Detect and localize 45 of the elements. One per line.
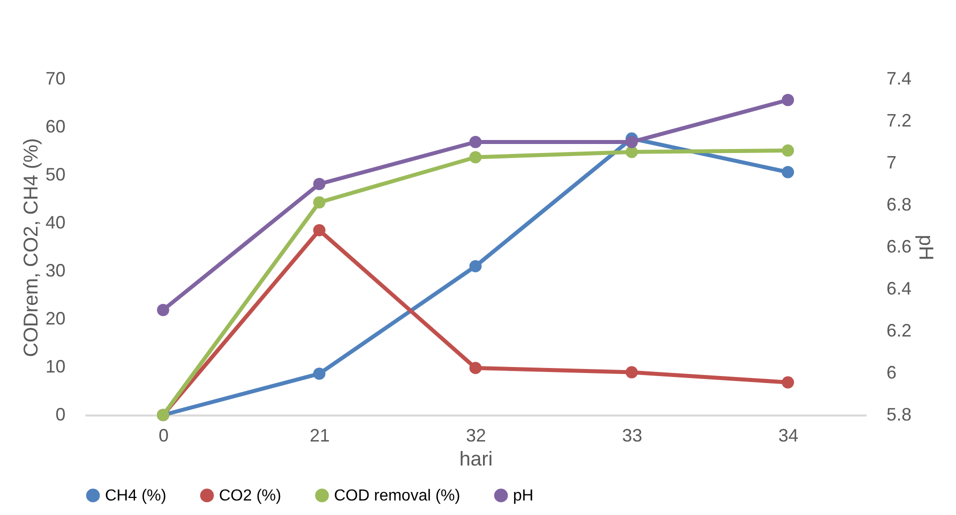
- point: [782, 94, 794, 106]
- point: [782, 166, 794, 178]
- point: [626, 136, 638, 148]
- y2-tick-label: 5.8: [886, 404, 912, 424]
- y-tick-label: 20: [45, 308, 66, 328]
- y-tick-label: 50: [45, 164, 66, 184]
- y-axis-title: CODrem, CO2, CH4 (%): [20, 138, 42, 357]
- x-tick-label: 33: [622, 426, 642, 446]
- y2-tick-label: 6.8: [886, 194, 912, 214]
- y-tick-label: 40: [45, 212, 66, 232]
- y2-tick-label: 6.6: [886, 236, 912, 256]
- y-tick-label: 10: [45, 356, 66, 376]
- legend-label: CO2 (%): [219, 487, 282, 504]
- point: [469, 151, 482, 164]
- point: [626, 146, 638, 158]
- y2-axis-title: pH: [914, 234, 937, 260]
- point: [782, 376, 794, 388]
- point: [313, 178, 326, 190]
- x-tick-label: 21: [310, 426, 330, 446]
- y2-tick-label: 6.4: [886, 278, 912, 298]
- point: [469, 362, 482, 374]
- point: [313, 196, 326, 208]
- point: [313, 368, 326, 380]
- y-tick-label: 60: [45, 116, 66, 136]
- x-tick-label: 34: [778, 426, 798, 446]
- y-tick-label: 0: [55, 404, 66, 424]
- y2-tick-label: 7: [886, 152, 897, 172]
- legend-label: CH4 (%): [105, 487, 166, 504]
- point: [626, 366, 638, 378]
- point: [469, 260, 482, 272]
- x-tick-label: 0: [158, 426, 169, 446]
- point: [156, 304, 170, 316]
- point: [469, 136, 482, 148]
- y-tick-label: 70: [45, 68, 66, 88]
- y2-tick-label: 6.2: [886, 320, 912, 340]
- legend-label: pH: [513, 487, 534, 504]
- y2-tick-label: 7.4: [886, 68, 912, 88]
- y-tick-label: 30: [45, 260, 66, 280]
- point: [782, 144, 794, 157]
- point: [313, 224, 326, 236]
- y2-tick-label: 7.2: [886, 110, 912, 130]
- x-axis-title: hari: [459, 448, 493, 470]
- y2-tick-label: 6: [886, 362, 897, 382]
- legend-label: COD removal (%): [334, 487, 460, 504]
- x-tick-label: 32: [466, 426, 486, 446]
